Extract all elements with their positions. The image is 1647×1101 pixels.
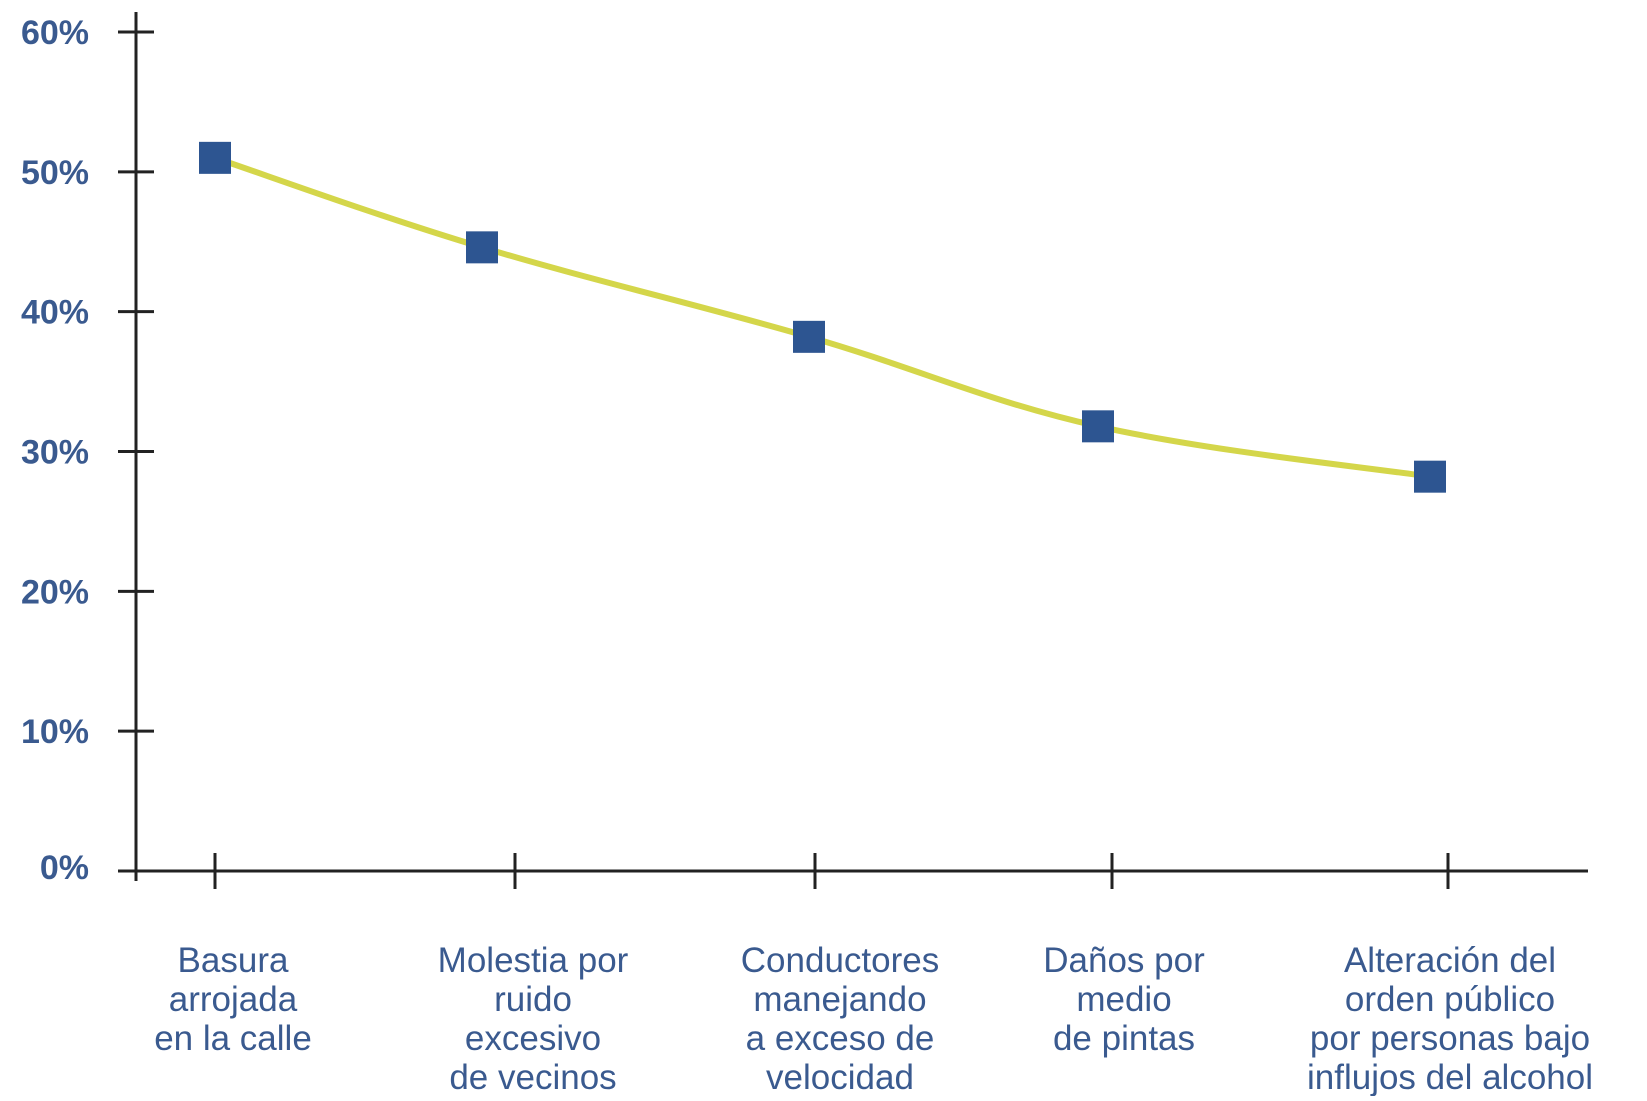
x-tick-label: Daños por medio de pintas	[1043, 941, 1205, 1058]
x-tick-label: Molestia por ruido excesivo de vecinos	[438, 941, 629, 1096]
x-tick-label-line: de vecinos	[449, 1058, 616, 1096]
y-axis-ticks: 0% 10% 20% 30% 40% 50% 60%	[21, 14, 154, 887]
x-tick-label-line: en la calle	[154, 1019, 312, 1058]
x-tick-label-line: a exceso de	[746, 1019, 935, 1058]
y-tick-label: 10%	[21, 713, 89, 751]
x-tick-label-line: ruido	[494, 980, 572, 1019]
x-tick-label-line: arrojada	[169, 980, 298, 1019]
x-tick-label-line: velocidad	[766, 1058, 914, 1096]
x-tick-label-line: Conductores	[741, 941, 939, 980]
x-tick-label-line: Daños por	[1043, 941, 1205, 980]
data-point-marker	[1414, 460, 1446, 493]
x-tick-label: Conductores manejando a exceso de velocidad	[741, 941, 939, 1096]
x-tick-label-line: Basura	[178, 941, 289, 980]
y-tick-label: 60%	[21, 14, 89, 52]
series-line	[212, 154, 1433, 480]
data-point-marker	[793, 320, 825, 353]
y-tick-label: 0%	[40, 849, 89, 887]
x-tick-label-line: influjos del alcohol	[1307, 1058, 1593, 1096]
y-tick-label: 30%	[21, 434, 89, 472]
x-tick-label-line: excesivo	[465, 1019, 601, 1058]
x-tick-label: Alteración del orden público por personas …	[1307, 941, 1593, 1096]
x-tick-label-line: medio	[1076, 980, 1171, 1019]
y-tick-label: 20%	[21, 573, 89, 611]
data-point-marker	[199, 141, 231, 174]
axes	[128, 12, 1588, 881]
x-tick-label-line: orden público	[1345, 980, 1555, 1019]
data-point-marker	[466, 231, 498, 264]
x-axis-ticks: Basura arrojada en la calle Molestia por rui…	[154, 853, 1593, 1097]
series-markers	[199, 141, 1446, 493]
x-tick-label-line: manejando	[753, 980, 926, 1019]
x-tick-label-line: de pintas	[1053, 1019, 1195, 1058]
series-line-path	[212, 154, 1433, 480]
y-tick-label: 50%	[21, 154, 89, 192]
data-point-marker	[1082, 410, 1114, 443]
y-tick-label: 40%	[21, 294, 89, 332]
x-tick-label-line: Molestia por	[438, 941, 629, 980]
x-tick-label-line: por personas bajo	[1310, 1019, 1590, 1058]
x-tick-label: Basura arrojada en la calle	[154, 941, 312, 1058]
x-tick-label-line: Alteración del	[1344, 941, 1556, 980]
